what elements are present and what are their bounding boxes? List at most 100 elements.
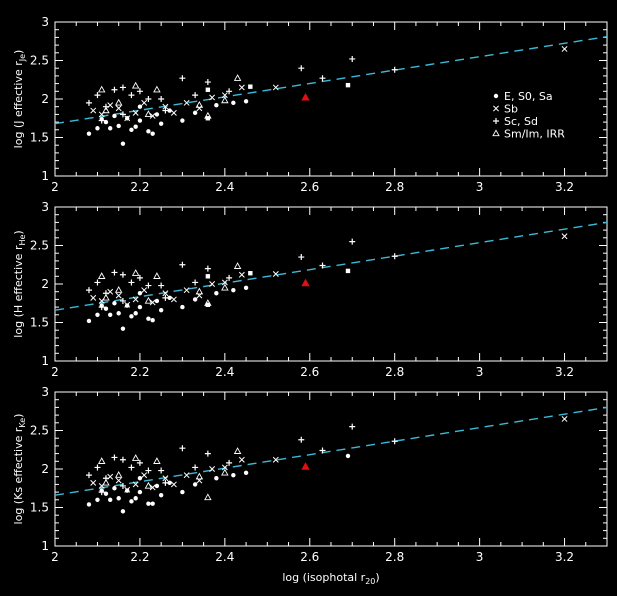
panel-h: 2 2.2 2.4 2.6 2.8 3 3.2 1 1.5 2 2.5 3 log (H effecti…	[12, 200, 608, 379]
data-point-plus	[192, 279, 199, 286]
data-point-triangle	[131, 269, 140, 276]
x-tick-label: 2.6	[300, 365, 319, 379]
legend-marker-cross	[493, 105, 499, 112]
data-point-plus	[226, 459, 233, 466]
data-point-cross	[272, 456, 279, 463]
y-tick-label: 2.5	[30, 239, 49, 253]
data-point-dot	[146, 501, 151, 506]
data-point-plus	[94, 464, 101, 471]
data-point-square	[345, 82, 351, 88]
data-point-dot	[133, 311, 138, 316]
data-point-square	[205, 302, 211, 307]
data-point-triangle	[153, 457, 161, 464]
data-point-plus	[85, 472, 92, 479]
data-point-cross	[170, 481, 177, 488]
data-point-plus	[128, 464, 135, 471]
x-tick-label: 2.4	[215, 550, 234, 564]
x-tick-label: 3	[476, 550, 484, 564]
data-point-plus	[298, 65, 305, 72]
data-point-dot	[120, 326, 126, 331]
data-point-plus	[204, 265, 211, 272]
data-point-dot	[120, 509, 126, 514]
data-point-cross	[183, 99, 190, 106]
data-point-cross	[90, 294, 97, 301]
data-point-dot	[133, 124, 138, 129]
data-point-dot	[150, 317, 155, 323]
data-point-cross	[238, 84, 245, 91]
x-tick-label: 3.2	[555, 180, 574, 194]
data-point-plus	[179, 261, 186, 268]
data-point-plus	[119, 111, 126, 118]
data-point-plus	[119, 456, 126, 463]
data-point-square	[205, 87, 211, 92]
data-point-plus	[192, 92, 199, 99]
data-point-cross	[141, 472, 148, 479]
data-point-plus	[119, 297, 126, 304]
data-point-plus	[192, 464, 199, 471]
data-point-cross	[209, 466, 216, 472]
data-point-triangle	[144, 296, 153, 304]
data-point-cross	[221, 92, 228, 99]
y-tick-label: 1	[41, 539, 49, 553]
data-point-cross	[196, 105, 203, 112]
y-tick-label: 2	[41, 277, 49, 291]
data-point-cross	[141, 99, 148, 106]
y-tick-label: 3	[41, 200, 49, 214]
data-point-cross	[115, 477, 122, 484]
data-point-dot	[137, 118, 143, 123]
y-tick-label: 1	[41, 354, 49, 368]
data-point-plus	[111, 86, 118, 93]
data-point-dot	[108, 312, 113, 317]
data-point-plus	[158, 282, 165, 289]
data-point-triangle	[114, 286, 123, 293]
x-tick-label: 3.2	[555, 365, 574, 379]
data-point-plus	[98, 304, 105, 311]
legend-marker-triangle	[492, 129, 500, 137]
legend-marker-plus	[493, 118, 499, 124]
y-tick-label: 2.5	[30, 424, 49, 438]
data-point-cross	[132, 296, 139, 303]
data-point-cross	[170, 296, 177, 303]
data-point-dot	[95, 126, 100, 131]
y-tick-label: 2.5	[30, 54, 49, 68]
y-tick-label: 1.5	[30, 131, 49, 145]
data-point-dot	[214, 476, 219, 481]
data-point-square	[248, 271, 253, 276]
data-point-plus	[119, 271, 126, 278]
data-point-dot	[124, 488, 130, 493]
data-point-cross	[149, 112, 156, 119]
data-point-plus	[145, 96, 152, 102]
data-point-plus	[128, 279, 135, 286]
data-point-dot	[158, 121, 164, 126]
x-tick-label: 2.4	[215, 365, 234, 379]
data-point-plus	[111, 454, 118, 461]
data-point-plus	[226, 88, 233, 95]
data-point-plus	[204, 79, 211, 86]
data-point-dot	[103, 306, 109, 311]
data-point-triangle	[221, 283, 229, 291]
data-point-dot	[112, 113, 117, 119]
data-point-triangle	[233, 262, 242, 269]
y-tick-label: 2	[41, 462, 49, 476]
data-point-plus	[94, 279, 101, 286]
data-point-dot	[103, 119, 109, 125]
x-tick-label: 2.8	[385, 365, 404, 379]
data-point-triangle	[221, 96, 229, 104]
data-point-cross	[149, 299, 156, 306]
highlight-point	[301, 92, 310, 101]
data-point-triangle	[153, 85, 161, 93]
data-point-cross	[162, 475, 169, 482]
data-point-triangle	[97, 457, 106, 464]
y-tick-label: 1.5	[30, 501, 49, 515]
data-point-dot	[120, 141, 126, 146]
data-point-dot	[137, 304, 143, 310]
data-point-plus	[119, 482, 126, 489]
data-point-triangle	[221, 468, 229, 476]
x-tick-label: 2.2	[130, 550, 149, 564]
data-point-plus	[391, 66, 398, 73]
data-point-dot	[116, 496, 121, 501]
data-point-dot	[192, 297, 198, 302]
legend-label: Sm/Im, IRR	[504, 128, 565, 141]
data-point-plus	[319, 75, 326, 82]
